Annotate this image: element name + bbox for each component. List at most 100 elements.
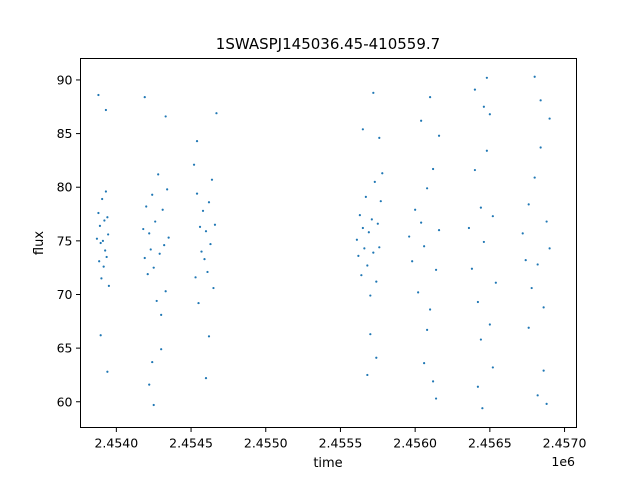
data-point [527, 326, 530, 329]
data-point [434, 268, 438, 271]
data-point [467, 226, 471, 230]
data-point [163, 244, 166, 247]
data-point [426, 328, 429, 331]
data-point [375, 280, 378, 283]
data-point [357, 254, 360, 257]
data-point [213, 223, 217, 226]
data-point [375, 356, 378, 359]
data-point [378, 136, 381, 139]
data-point [97, 93, 100, 97]
data-point [104, 190, 107, 193]
data-point [107, 233, 110, 236]
data-point [101, 239, 105, 242]
data-point [167, 236, 170, 239]
y-tick-label: 90 [57, 72, 73, 87]
data-point [488, 323, 491, 326]
data-point [101, 197, 104, 201]
data-point [206, 270, 209, 274]
data-point [479, 206, 482, 209]
data-point [143, 96, 146, 99]
data-point [381, 172, 384, 175]
data-point [104, 249, 107, 252]
data-point [210, 178, 214, 181]
data-point [536, 263, 539, 266]
x-tick-label: 2.4565 [468, 436, 512, 451]
data-point [539, 99, 542, 102]
axes-frame [80, 58, 577, 428]
data-point [481, 407, 484, 410]
data-point [361, 128, 364, 131]
data-point [203, 257, 206, 261]
data-point [207, 335, 211, 338]
data-point [485, 149, 488, 152]
data-point [434, 397, 438, 400]
data-point [209, 242, 212, 246]
data-point [207, 201, 211, 204]
data-point [428, 308, 432, 311]
data-point [195, 192, 199, 195]
data-point [155, 299, 158, 303]
data-point [106, 370, 109, 373]
x-tick-label: 2.4560 [393, 436, 437, 451]
data-point [152, 266, 155, 269]
data-point [146, 273, 149, 276]
data-point [426, 187, 429, 190]
data-point [373, 180, 376, 183]
data-point [533, 176, 536, 179]
data-point [158, 252, 161, 255]
data-point [545, 402, 548, 405]
data-point [420, 221, 423, 224]
data-point [470, 267, 474, 270]
data-point [428, 96, 432, 99]
data-point [106, 216, 109, 219]
data-point [160, 348, 163, 351]
y-tick-label: 70 [57, 287, 73, 302]
data-point [151, 193, 154, 196]
data-point [411, 260, 414, 263]
data-point [161, 208, 164, 211]
data-point [372, 91, 375, 94]
data-point [195, 140, 199, 143]
data-point [408, 235, 411, 238]
data-point [437, 229, 441, 232]
data-point [360, 274, 363, 277]
data-point [485, 76, 488, 79]
data-point [151, 360, 154, 364]
data-point [366, 264, 369, 267]
data-point [476, 300, 479, 304]
data-point [145, 205, 148, 208]
data-point [366, 373, 369, 377]
data-point [160, 313, 163, 316]
data-point [527, 203, 530, 206]
data-point [533, 75, 536, 78]
data-point [536, 394, 539, 397]
data-point [143, 256, 146, 260]
data-point [149, 248, 152, 251]
data-point [420, 119, 423, 122]
data-point [473, 168, 477, 172]
y-tick-label: 60 [57, 394, 73, 409]
data-point [98, 224, 102, 227]
x-axis: 2.4540 2.4545 2.4550 2.4555 2.4560 2.4565 2.45… [94, 427, 586, 451]
y-tick-label: 65 [57, 341, 73, 356]
data-point [378, 246, 381, 249]
data-point [154, 220, 157, 223]
data-point [423, 245, 426, 248]
data-point [370, 218, 373, 221]
y-tick-label: 85 [57, 126, 73, 141]
data-point [542, 306, 545, 309]
y-axis: 60 65 70 75 80 85 90 [57, 72, 81, 409]
data-point [197, 301, 200, 305]
data-point [99, 334, 102, 337]
chart-title: 1SWASPJ145036.45-410559.7 [216, 35, 440, 53]
data-point [473, 88, 477, 91]
data-point [548, 117, 551, 120]
data-point [204, 377, 208, 380]
data-point [142, 227, 145, 231]
data-point [482, 240, 485, 244]
data-point [164, 115, 167, 118]
data-point [494, 281, 497, 284]
x-tick-label: 2.4555 [319, 436, 363, 451]
data-point [355, 238, 358, 241]
